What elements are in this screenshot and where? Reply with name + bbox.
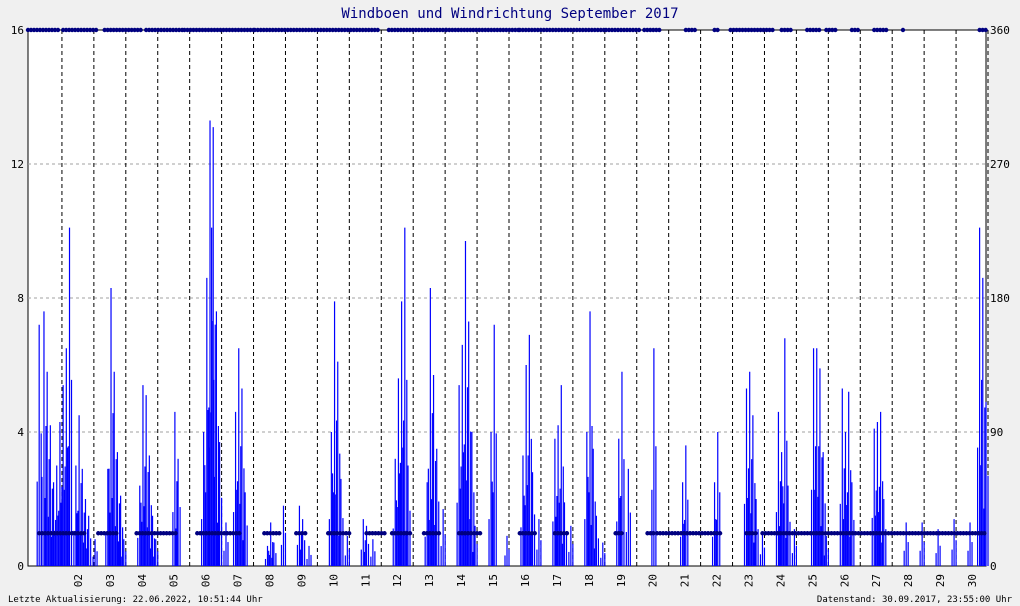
direction-point — [717, 531, 723, 536]
direction-point — [237, 531, 242, 536]
x-tick-label: 27 — [870, 574, 883, 587]
direction-point — [55, 27, 61, 33]
direction-point — [93, 27, 99, 33]
x-tick-label: 06 — [200, 574, 213, 587]
direction-point — [715, 27, 720, 33]
x-tick-label: 29 — [934, 574, 947, 587]
direction-point — [619, 531, 624, 536]
x-tick-label: 30 — [966, 574, 979, 587]
x-tick-label: 04 — [136, 574, 149, 588]
direction-point — [855, 27, 861, 33]
x-tick-label: 09 — [295, 574, 308, 587]
x-tick-label: 20 — [647, 574, 660, 587]
direction-point — [114, 531, 119, 536]
data-status-text: Datenstand: 30.09.2017, 23:55:00 Uhr — [817, 595, 1013, 605]
chart-title: Windboen und Windrichtung September 2017 — [341, 6, 678, 22]
x-tick-label: 19 — [615, 574, 628, 587]
grid-layer — [28, 30, 989, 566]
x-tick-label: 23 — [743, 574, 756, 587]
direction-point — [564, 531, 570, 536]
direction-point — [636, 27, 642, 33]
direction-point — [884, 27, 889, 33]
direction-point — [816, 27, 822, 33]
direction-point — [436, 531, 442, 536]
direction-point — [138, 27, 143, 33]
y-tick-label: 16 — [11, 24, 24, 37]
x-tick-label: 24 — [774, 574, 787, 588]
x-tick-label: 12 — [391, 574, 404, 587]
x-tick-label: 02 — [72, 574, 85, 587]
direction-point — [81, 531, 87, 536]
gust-bars — [36, 120, 989, 566]
direction-point — [375, 27, 380, 33]
y2-tick-label: 90 — [990, 426, 1003, 439]
last-update-text: Letzte Aktualisierung: 22.06.2022, 10:51… — [8, 595, 263, 605]
direction-point — [657, 27, 662, 33]
direction-point — [982, 531, 987, 536]
direction-point — [303, 531, 308, 536]
y-tick-label: 4 — [17, 426, 24, 439]
x-tick-label: 08 — [264, 574, 277, 587]
direction-point — [346, 531, 352, 536]
y2-tick-label: 360 — [990, 24, 1010, 37]
x-tick-label: 16 — [519, 574, 532, 587]
direction-point — [477, 531, 483, 536]
x-tick-label: 21 — [679, 574, 692, 587]
direction-point — [382, 531, 387, 536]
direction-point — [983, 27, 988, 33]
x-tick-label: 10 — [327, 574, 340, 587]
direction-point — [770, 27, 775, 33]
y2-tick-label: 0 — [990, 560, 997, 573]
direction-points — [25, 27, 988, 536]
x-tick-label: 28 — [902, 574, 915, 587]
direction-point — [753, 531, 758, 536]
x-tick-label: 26 — [838, 574, 851, 587]
x-tick-label: 03 — [104, 574, 117, 587]
y-tick-label: 8 — [17, 292, 24, 305]
direction-point — [788, 27, 793, 33]
y-tick-label: 0 — [17, 560, 24, 573]
x-tick-label: 17 — [551, 574, 564, 587]
direction-point — [900, 27, 906, 33]
direction-point — [532, 531, 537, 536]
x-tick-label: 11 — [359, 574, 372, 587]
y-tick-label: 12 — [11, 158, 24, 171]
direction-point — [692, 27, 698, 33]
y2-tick-label: 180 — [990, 292, 1010, 305]
x-tick-label: 22 — [711, 574, 724, 587]
x-tick-label: 14 — [455, 574, 468, 588]
direction-point — [277, 531, 282, 536]
x-tick-label: 15 — [487, 574, 500, 587]
x-tick-label: 18 — [583, 574, 596, 587]
x-tick-label: 13 — [423, 574, 436, 587]
direction-point — [651, 531, 656, 536]
direction-point — [833, 27, 838, 33]
x-tick-label: 05 — [168, 574, 181, 587]
y2-tick-label: 270 — [990, 158, 1010, 171]
x-tick-label: 07 — [232, 574, 245, 587]
direction-point — [173, 531, 178, 536]
direction-point — [407, 531, 413, 536]
x-tick-label: 25 — [806, 574, 819, 587]
